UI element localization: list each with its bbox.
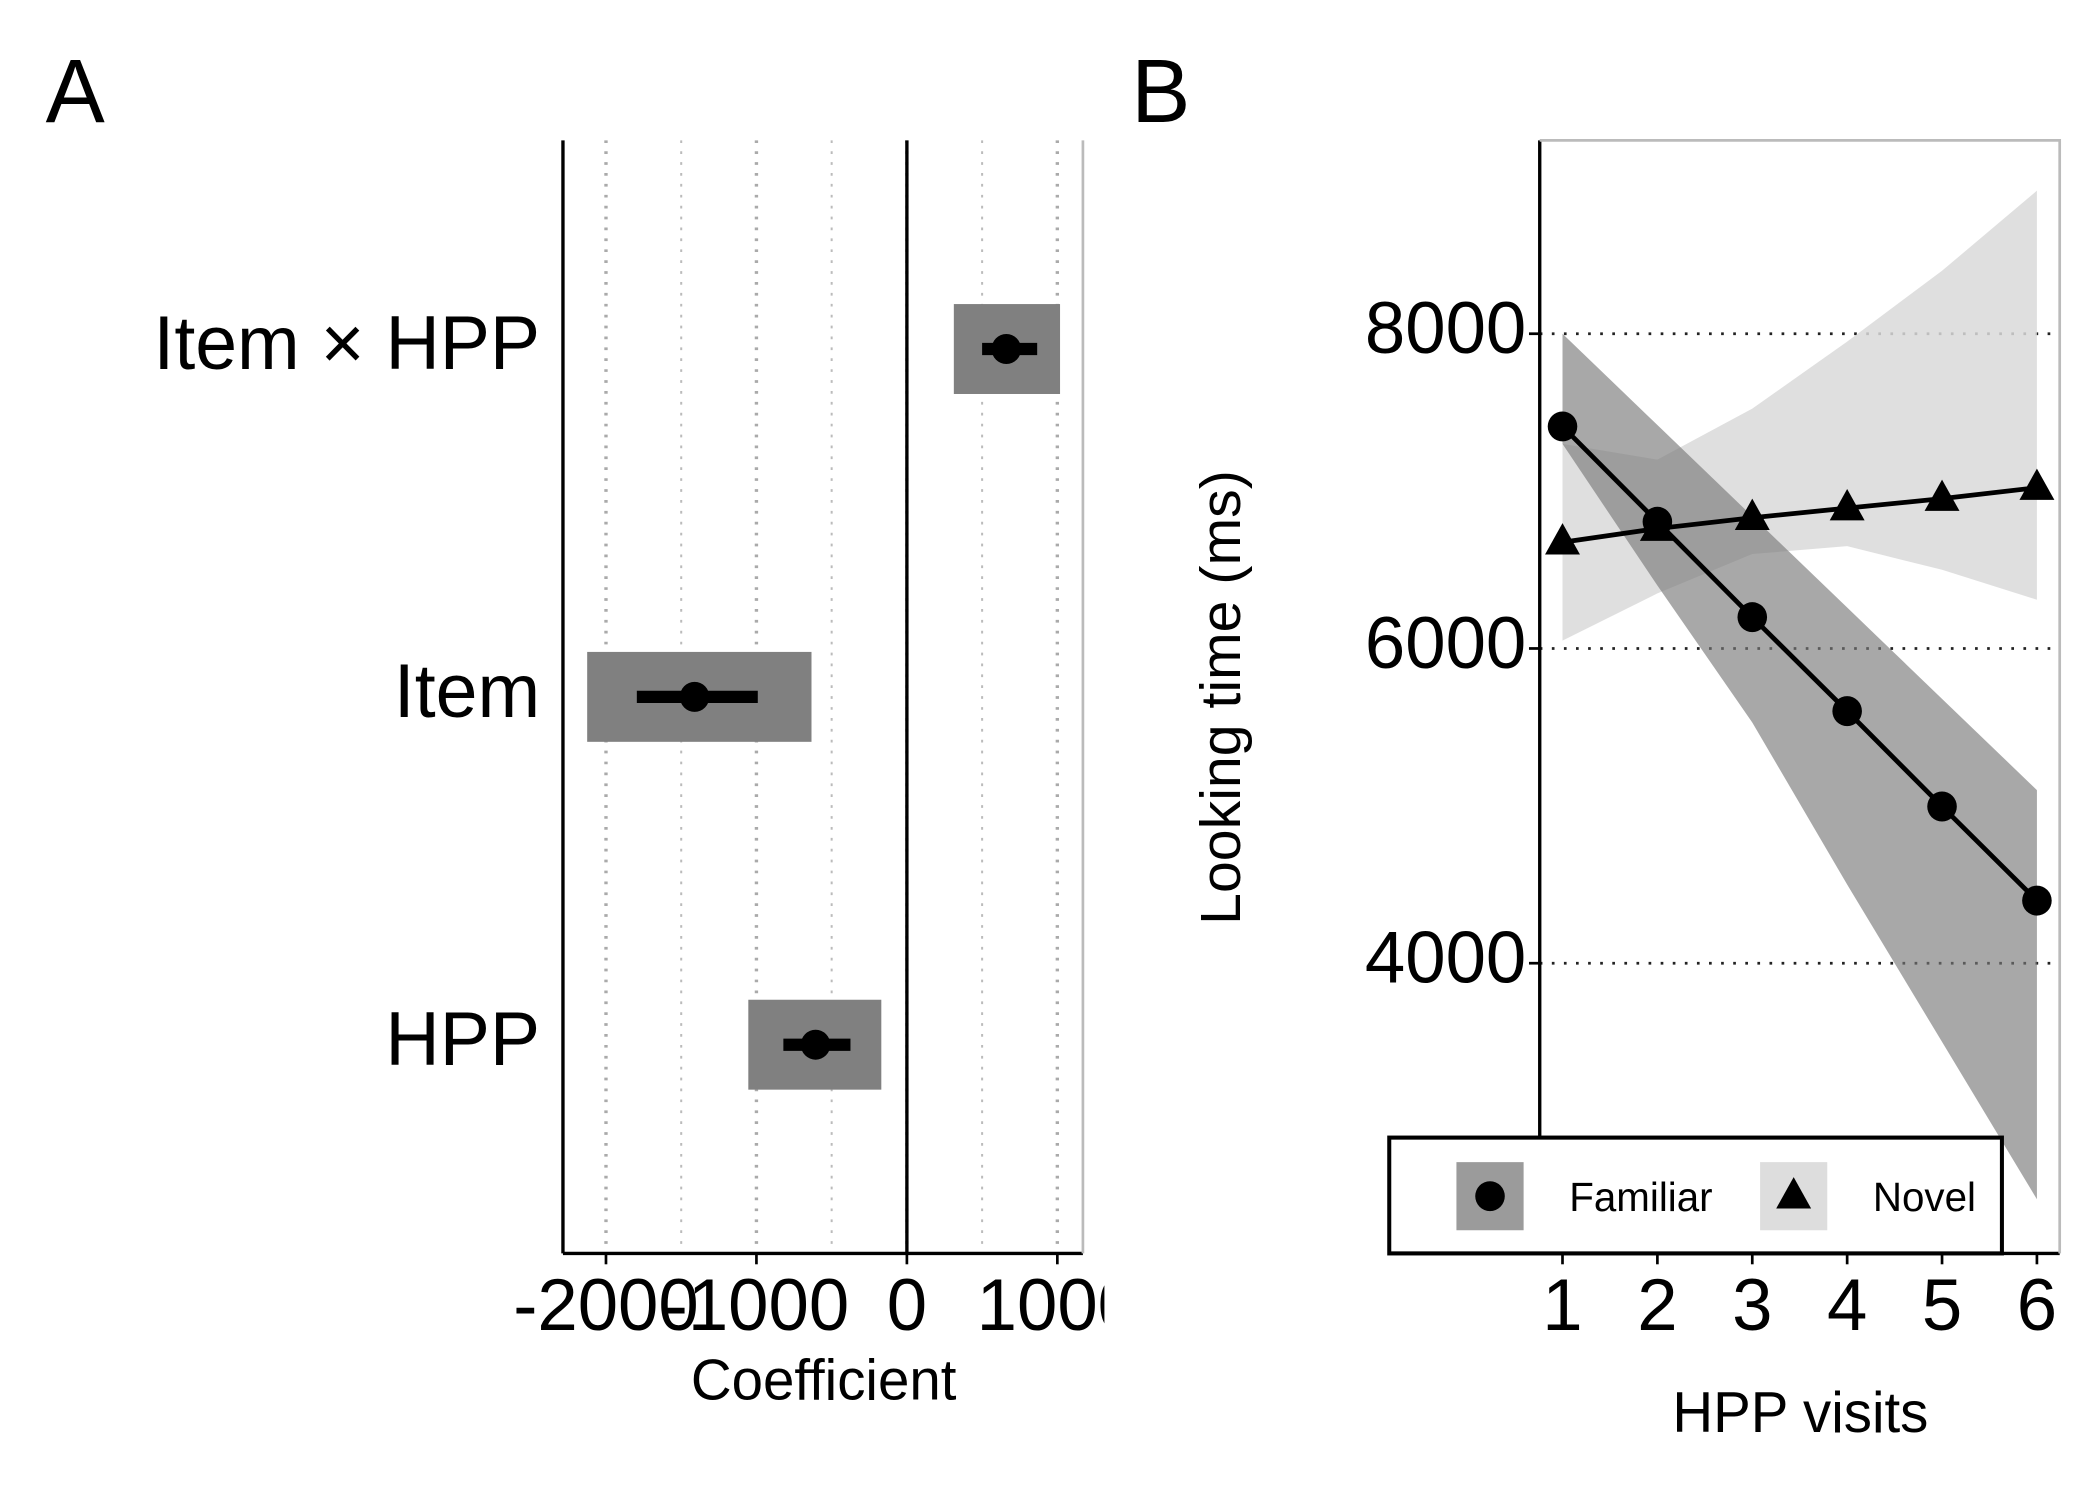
y-tick-label: 8000 [1365,288,1526,370]
panel-border [1539,138,2062,1254]
point-estimate [800,1029,831,1060]
panel-label: A [46,40,106,141]
series-line [1562,485,2038,545]
x-tick-labels: -2000-1000 0 1000 [513,1265,1138,1347]
data-point [2019,468,2055,500]
x-axis-title: Coefficient [691,1349,957,1412]
category-label: HPP [385,996,540,1082]
x-tick-label: 4 [1827,1265,1867,1347]
x-tick-label: 3 [1732,1265,1772,1347]
data-point [1639,509,1675,541]
x-tick-label: -2000 [513,1265,699,1347]
point-estimate [991,334,1022,365]
data-point [1924,479,1960,511]
data-point [1547,411,1578,442]
x-tick-label: 1000 [977,1265,1138,1347]
x-tick-label: -1000 [664,1265,850,1347]
x-tick-label: 1 [1542,1265,1582,1347]
data-point [1832,696,1862,727]
data-point [1734,498,1770,530]
data-point [1737,602,1768,633]
legend-marker [1776,1177,1812,1209]
panel-label: B [1131,40,1190,141]
legend-label: Novel [1873,1174,1976,1220]
legend-label: Familiar [1569,1174,1712,1220]
data-point [1927,791,1957,822]
y-tick-label: 4000 [1365,917,1526,999]
point-estimate [679,681,710,712]
legend-marker [1475,1181,1505,1212]
x-tick-label: 6 [2017,1265,2057,1347]
category-label: Item × HPP [153,301,540,387]
x-tick-label: 5 [1922,1265,1962,1347]
x-axis-title: HPP visits [1672,1382,1928,1445]
y-axis-title: Looking time (ms) [1191,470,1254,925]
y-tick-label: 6000 [1365,602,1526,684]
data-point [2022,885,2052,916]
confidence-band [1562,333,2037,1200]
data-point [1829,489,1865,521]
x-tick-label: 2 [1637,1265,1677,1347]
series-line [1560,424,2039,903]
category-label: Item [394,649,540,735]
data-point [1545,523,1580,555]
x-tick-label: 0 [887,1265,927,1347]
